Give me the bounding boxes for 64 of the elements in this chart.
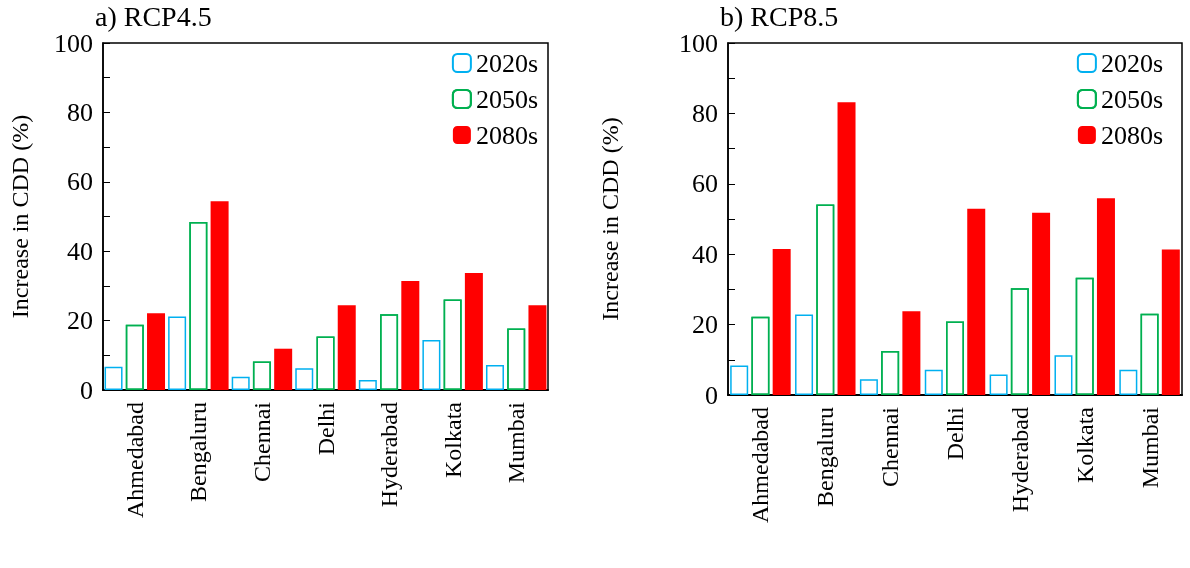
bar [1119, 369, 1138, 395]
bar [210, 201, 229, 390]
bar [1161, 249, 1180, 395]
bar [1054, 355, 1073, 395]
bar [859, 379, 878, 395]
x-tick-label: Kolkata [439, 401, 466, 478]
bar [924, 369, 943, 395]
y-tick-label: 100 [54, 28, 93, 58]
bar [401, 281, 420, 390]
x-tick-label: Hyderabad [1006, 407, 1033, 513]
y-tick-label: 0 [705, 380, 718, 410]
y-tick-label: 0 [80, 375, 93, 405]
chart-title: a) RCP4.5 [95, 0, 212, 32]
chart-title: b) RCP8.5 [720, 0, 839, 32]
x-tick-label: Kolkata [1071, 406, 1098, 483]
x-tick-label: Mumbai [503, 401, 530, 484]
bar [1032, 212, 1051, 395]
legend-label: 2080s [475, 120, 539, 150]
legend-label: 2050s [475, 84, 539, 114]
bar [989, 374, 1008, 395]
y-tick-label: 20 [692, 310, 718, 340]
bar [464, 273, 483, 390]
legend-label: 2020s [1100, 48, 1164, 78]
x-tick-label: Mumbai [1136, 406, 1163, 489]
legend-label: 2020s [475, 48, 539, 78]
bar [358, 379, 377, 390]
bar [104, 366, 123, 390]
bar [967, 208, 986, 395]
y-tick-label: 60 [692, 169, 718, 199]
x-tick-label: Hyderabad [376, 402, 403, 508]
x-tick-label: Delhi [942, 406, 968, 461]
y-tick-label: 80 [67, 97, 93, 127]
bar [772, 248, 791, 395]
bar [422, 340, 441, 390]
x-tick-label: Ahmedabad [121, 402, 148, 518]
y-tick-label: 80 [692, 98, 718, 128]
y-tick-label: 40 [692, 239, 718, 269]
bar [902, 311, 921, 395]
legend-label: 2080s [1100, 120, 1164, 150]
bar [337, 305, 356, 390]
bar [231, 376, 250, 390]
bar [730, 365, 749, 395]
bar [295, 368, 314, 390]
bar [795, 314, 814, 395]
x-tick-label: Chennai [248, 401, 275, 482]
y-tick-label: 60 [67, 167, 93, 197]
y-tick-label: 20 [67, 306, 93, 336]
x-tick-label: Chennai [877, 406, 904, 487]
bar [274, 348, 293, 390]
y-axis-title: Increase in CDD (%) [597, 117, 623, 321]
y-axis-title: Increase in CDD (%) [7, 114, 33, 319]
bar [147, 313, 166, 390]
x-tick-label: Delhi [312, 401, 339, 456]
bar [1096, 198, 1115, 395]
x-tick-label: Bengaluru [812, 407, 839, 507]
bar [528, 305, 547, 390]
bar [485, 365, 504, 390]
legend-label: 2050s [1100, 84, 1164, 114]
bar [168, 316, 187, 390]
bar [837, 102, 856, 395]
x-tick-label: Ahmedabad [747, 407, 774, 523]
x-tick-label: Bengaluru [185, 402, 212, 502]
y-tick-label: 40 [67, 236, 93, 266]
y-tick-label: 100 [679, 28, 718, 58]
